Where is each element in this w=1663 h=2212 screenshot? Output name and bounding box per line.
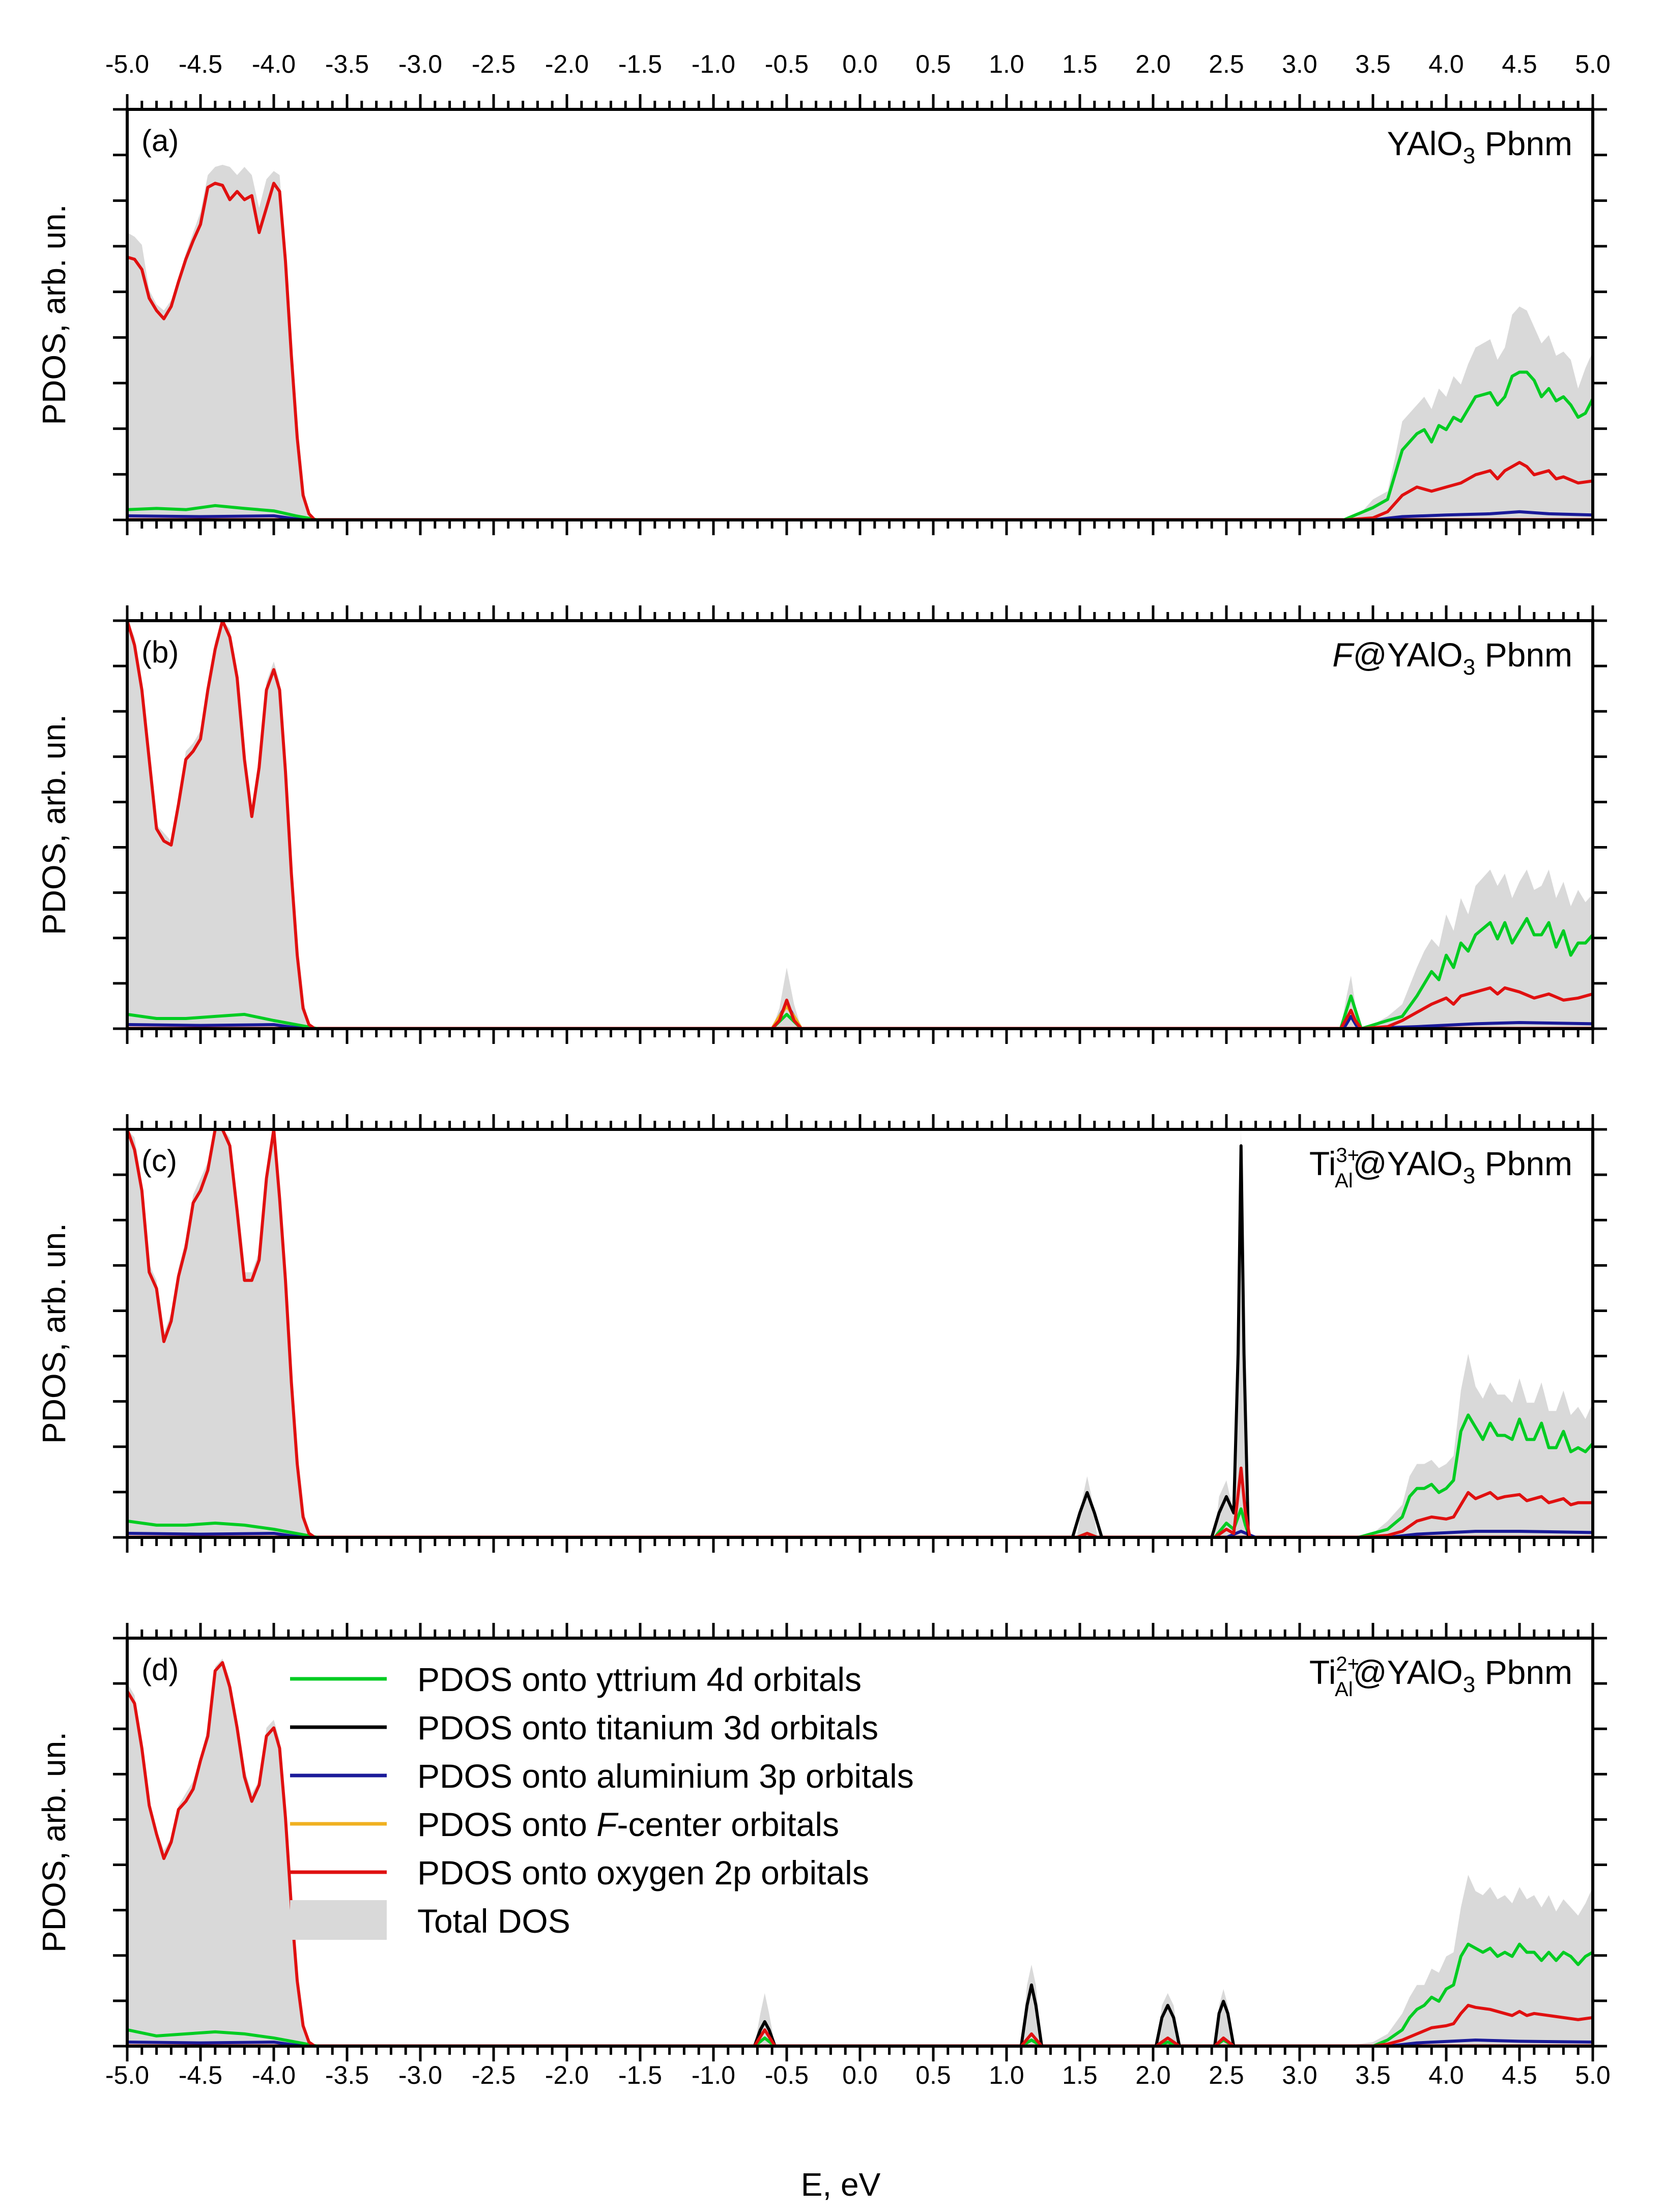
- x-tick-label-bottom: -1.0: [692, 2061, 735, 2089]
- y-axis-label: PDOS, arb. un.: [36, 714, 72, 935]
- x-tick-label-top: -2.0: [545, 50, 589, 78]
- x-tick-label-top: -4.5: [179, 50, 222, 78]
- y-axis-label: PDOS, arb. un.: [36, 1732, 72, 1953]
- x-tick-label-bottom: 2.0: [1135, 2061, 1171, 2089]
- x-tick-label-top: 1.0: [989, 50, 1024, 78]
- f-pdos-line: [770, 1004, 803, 1029]
- panel-c: (c) PDOS, arb. un. Ti3+ Al@YAlO3 Pbnm: [36, 1114, 1607, 1553]
- panel-a: (a) PDOS, arb. un. YAlO3 Pbnm: [36, 94, 1607, 535]
- x-tick-label-top: 4.0: [1428, 50, 1464, 78]
- x-tick-label-top: 2.5: [1209, 50, 1244, 78]
- panel-a-ticks: [113, 94, 1607, 535]
- x-tick-label-bottom: -0.5: [765, 2061, 809, 2089]
- x-tick-label-top: 0.0: [842, 50, 878, 78]
- y-axis-label: PDOS, arb. un.: [36, 1223, 72, 1444]
- x-tick-label-top: -3.0: [398, 50, 442, 78]
- legend-label-y4d: PDOS onto yttrium 4d orbitals: [417, 1661, 862, 1698]
- x-tick-label-top: -0.5: [765, 50, 809, 78]
- y4d-pdos-line: [127, 1942, 1593, 2046]
- x-tick-label-top: -3.5: [325, 50, 369, 78]
- legend-swatch-total-dos: [290, 1900, 387, 1940]
- legend-label-ti3d: PDOS onto titanium 3d orbitals: [417, 1709, 878, 1747]
- legend: PDOS onto yttrium 4d orbitals PDOS onto t…: [290, 1661, 914, 1940]
- x-tick-label-top: 1.5: [1062, 50, 1098, 78]
- x-tick-label-bottom: -3.5: [325, 2061, 369, 2089]
- panel-c-ticks: [113, 1114, 1607, 1553]
- legend-label-f: PDOS onto F-center orbitals: [417, 1806, 839, 1843]
- y4d-pdos-line: [127, 1413, 1593, 1537]
- o2p-pdos-line: [127, 1661, 1593, 2046]
- x-tick-label-top: -4.0: [252, 50, 296, 78]
- panel-b-label: (b): [141, 635, 179, 669]
- x-tick-label-top: 2.0: [1135, 50, 1171, 78]
- x-tick-label-bottom: 1.5: [1062, 2061, 1098, 2089]
- al3p-pdos-line: [127, 1002, 1593, 1029]
- y4d-pdos-line: [127, 370, 1593, 520]
- x-tick-label-top: 5.0: [1575, 50, 1611, 78]
- x-tick-label-bottom: 2.5: [1209, 2061, 1244, 2089]
- x-tick-label-bottom: -4.5: [179, 2061, 222, 2089]
- bottom-x-tick-labels: -5.0 -4.5 -4.0 -3.5 -3.0 -2.5 -2.0 -1.5 -1.0 -0.5…: [105, 2061, 1611, 2089]
- o2p-pdos-line: [127, 621, 1593, 1029]
- x-axis-label: E, eV: [801, 2166, 881, 2203]
- x-tick-label-top: 3.5: [1355, 50, 1391, 78]
- panel-b-ticks: [113, 605, 1607, 1044]
- panel-c-label: (c): [141, 1144, 177, 1178]
- panel-d-compound-label: Ti2+ Al@YAlO3 Pbnm: [1309, 1653, 1572, 1701]
- x-tick-label-bottom: 1.0: [989, 2061, 1024, 2089]
- x-tick-label-bottom: -4.0: [252, 2061, 296, 2089]
- x-tick-label-bottom: 4.5: [1502, 2061, 1537, 2089]
- x-tick-label-top: 3.0: [1282, 50, 1317, 78]
- y-axis-label: PDOS, arb. un.: [36, 205, 72, 425]
- x-tick-label-bottom: 3.0: [1282, 2061, 1317, 2089]
- o2p-pdos-line: [127, 182, 1593, 520]
- legend-label-al3p: PDOS onto aluminium 3p orbitals: [417, 1757, 914, 1795]
- panel-d: (d) PDOS, arb. un. Ti2+ Al@YAlO3 Pbnm: [36, 1623, 1607, 2061]
- panel-c-compound-label: Ti3+ Al@YAlO3 Pbnm: [1309, 1144, 1572, 1192]
- al3p-pdos-line: [127, 510, 1593, 520]
- total-dos-area: [127, 1129, 1593, 1537]
- total-dos-area: [127, 1658, 1593, 2046]
- x-tick-label-bottom: 4.0: [1428, 2061, 1464, 2089]
- legend-label-total: Total DOS: [417, 1902, 570, 1940]
- x-tick-label-top: 0.5: [915, 50, 951, 78]
- panel-d-label: (d): [141, 1652, 179, 1686]
- x-tick-label-bottom: 0.5: [915, 2061, 951, 2089]
- x-tick-label-top: 4.5: [1502, 50, 1537, 78]
- panel-b: (b) PDOS, arb. un. F@YAlO3 Pbnm: [36, 605, 1607, 1044]
- ti3d-pdos-line: [1071, 1144, 1250, 1537]
- x-tick-label-bottom: -2.5: [472, 2061, 515, 2089]
- x-tick-label-top: -5.0: [105, 50, 149, 78]
- panel-a-compound-label: YAlO3 Pbnm: [1387, 125, 1572, 168]
- x-tick-label-top: -2.5: [472, 50, 515, 78]
- panel-b-compound-label: F@YAlO3 Pbnm: [1332, 636, 1572, 680]
- x-tick-label-bottom: 3.5: [1355, 2061, 1391, 2089]
- top-x-tick-labels: -5.0 -4.5 -4.0 -3.5 -3.0 -2.5 -2.0 -1.5 -1.0 -0.5…: [105, 50, 1611, 78]
- ti3d-pdos-line: [753, 1983, 1236, 2046]
- x-tick-label-bottom: -5.0: [105, 2061, 149, 2089]
- x-tick-label-bottom: 5.0: [1575, 2061, 1611, 2089]
- legend-label-o2p: PDOS onto oxygen 2p orbitals: [417, 1854, 869, 1891]
- x-tick-label-bottom: 0.0: [842, 2061, 878, 2089]
- x-tick-label-top: -1.5: [618, 50, 662, 78]
- x-tick-label-top: -1.0: [692, 50, 735, 78]
- panel-d-ticks: [113, 1623, 1607, 2061]
- o2p-pdos-line: [127, 1129, 1593, 1537]
- x-tick-label-bottom: -3.0: [398, 2061, 442, 2089]
- panels: (a) PDOS, arb. un. YAlO3 Pbnm (b) PDOS, arb.…: [36, 94, 1607, 2061]
- total-dos-area: [127, 164, 1593, 520]
- x-tick-label-bottom: -2.0: [545, 2061, 589, 2089]
- x-tick-label-bottom: -1.5: [618, 2061, 662, 2089]
- total-dos-area: [127, 621, 1593, 1029]
- al3p-pdos-line: [127, 2039, 1593, 2046]
- y4d-pdos-line: [127, 917, 1593, 1029]
- panel-a-label: (a): [141, 124, 179, 158]
